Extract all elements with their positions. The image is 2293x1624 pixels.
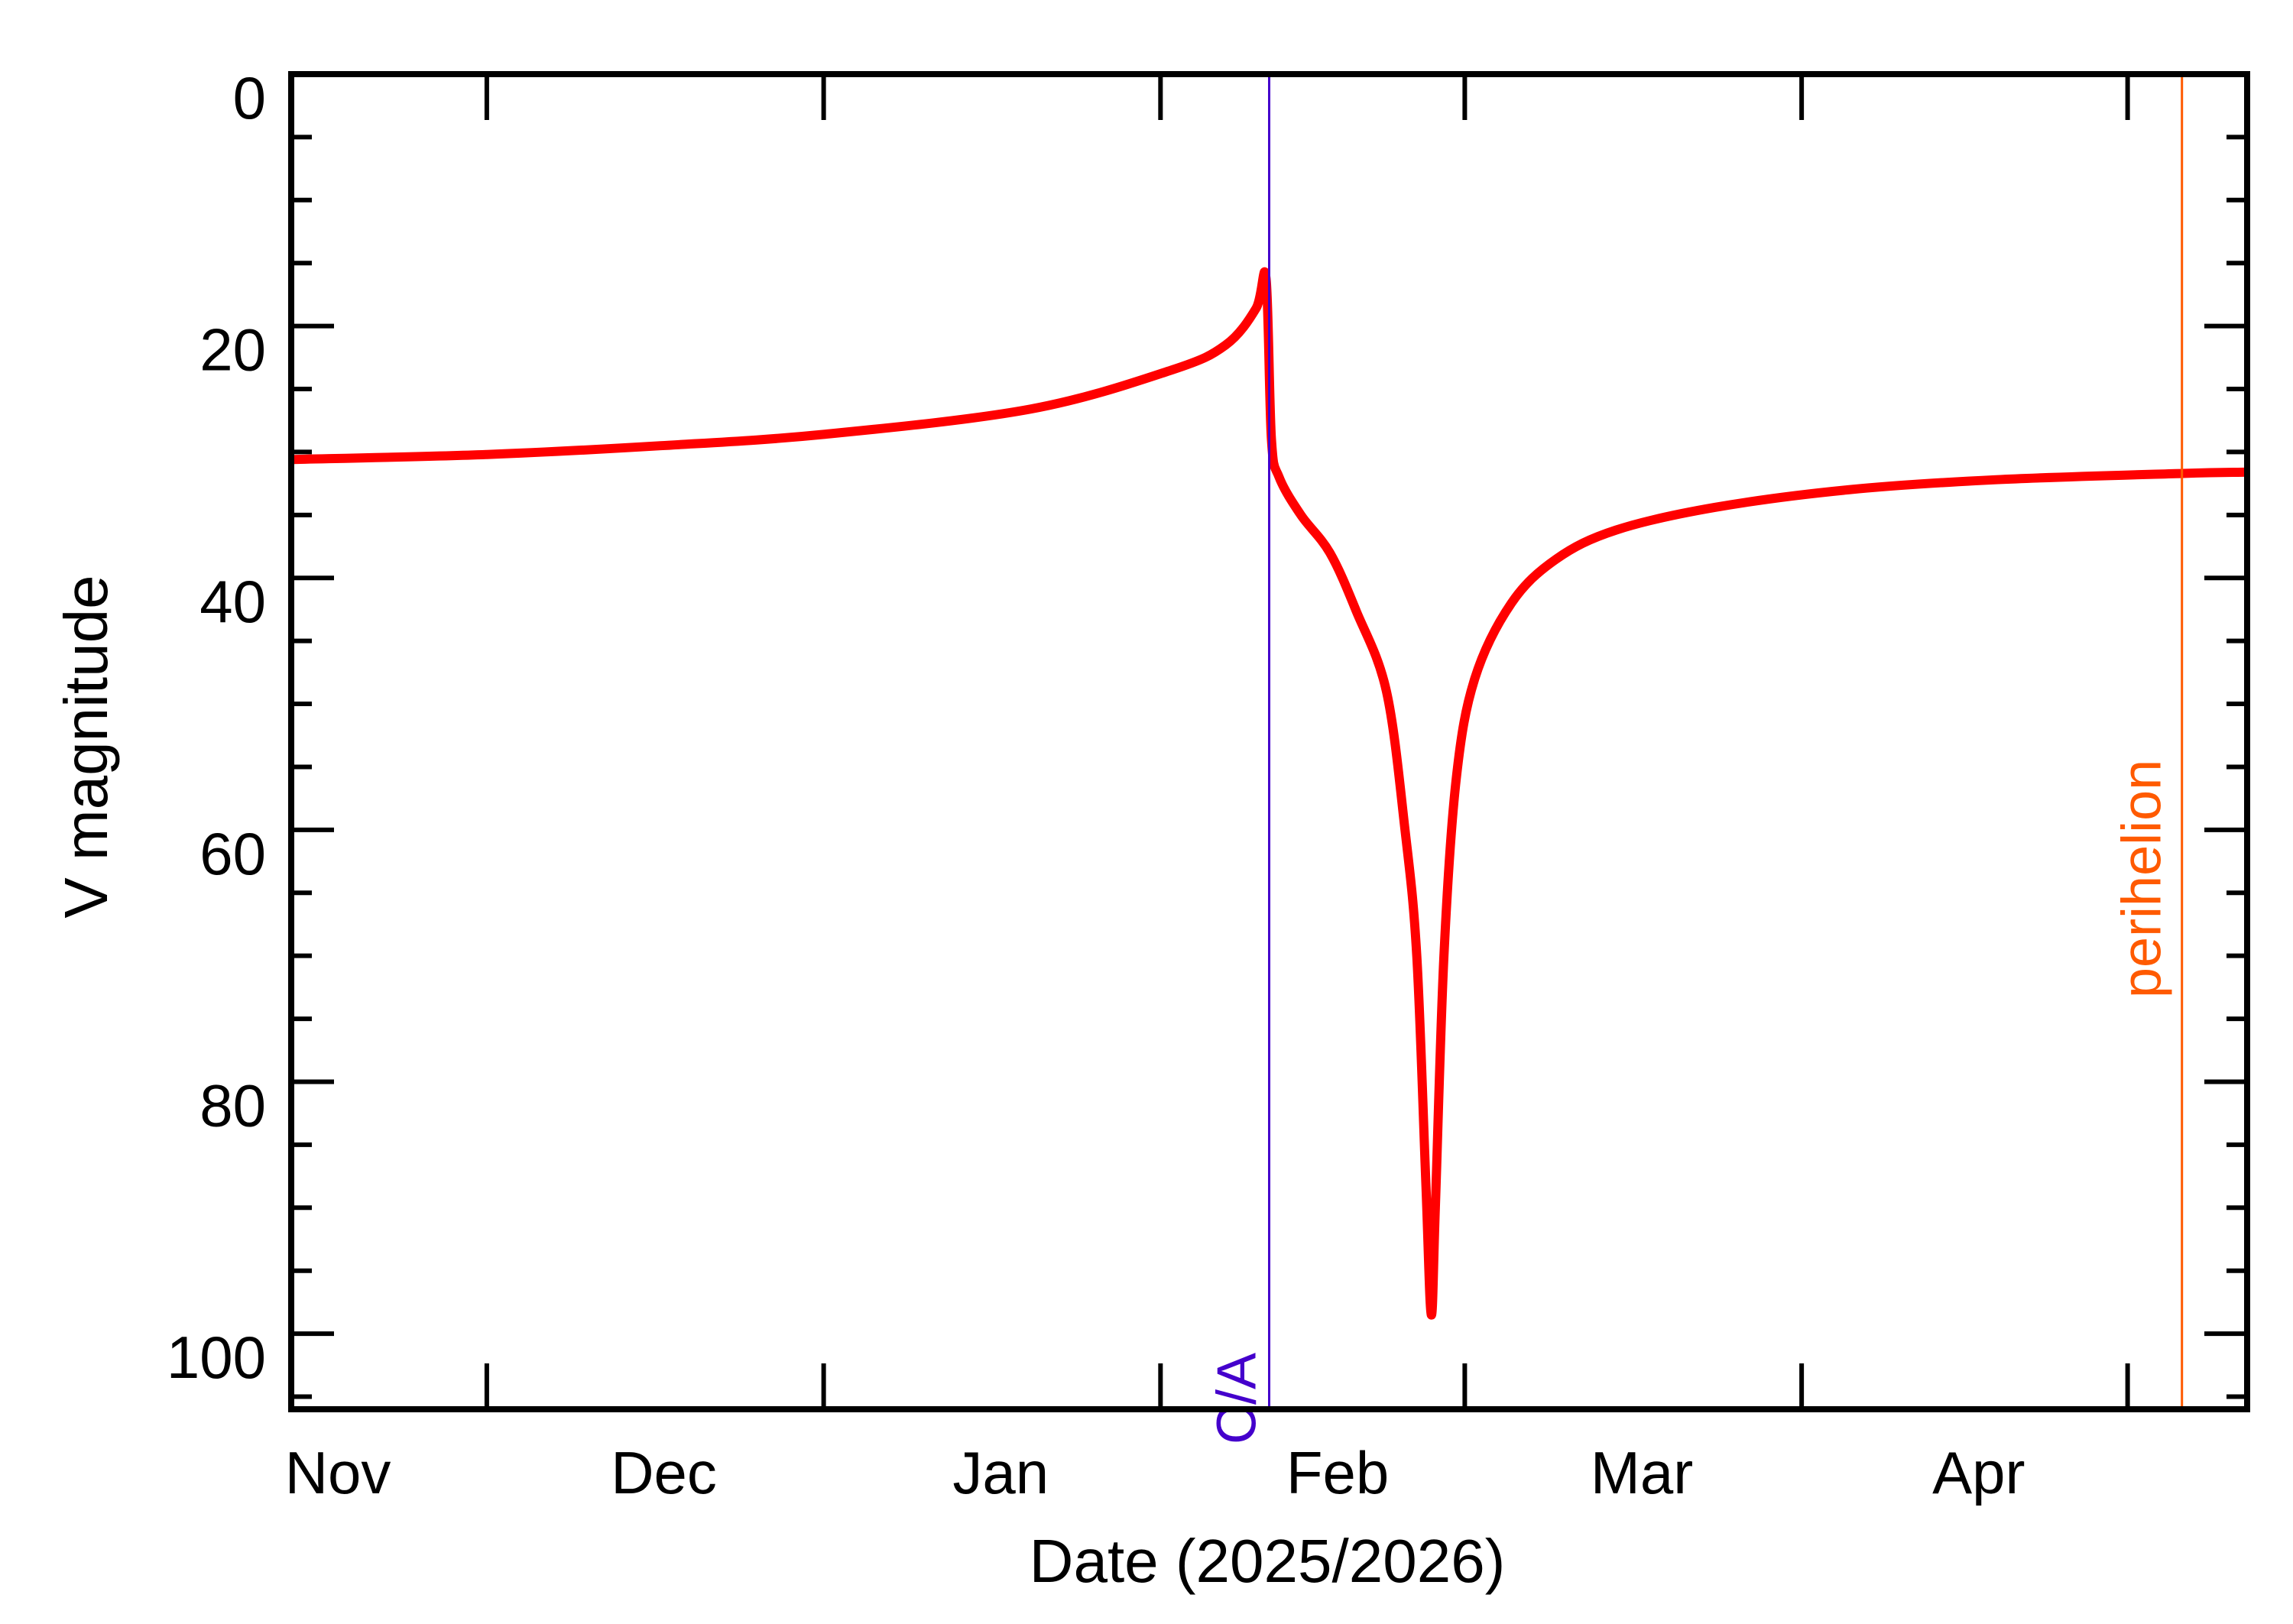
y-tick-label: 0 <box>233 64 266 131</box>
annotation-label-perihelion: perihelion <box>2112 760 2173 998</box>
x-tick-label: Feb <box>1286 1439 1389 1506</box>
series-line-v-magnitude <box>290 267 2248 1320</box>
y-tick-label: 40 <box>199 568 266 635</box>
x-tick-label: Nov <box>285 1439 391 1506</box>
annotations: C/A perihelion <box>1207 74 2184 1444</box>
x-tick-label: Jan <box>952 1439 1049 1506</box>
x-tick-label: Apr <box>1932 1439 2025 1506</box>
axis-ticks <box>291 72 2247 1409</box>
x-tick-label: Mar <box>1591 1439 1693 1506</box>
y-tick-label: 100 <box>167 1324 266 1391</box>
y-axis-label: V magnitude <box>52 575 120 918</box>
tick-labels: 0 20 40 60 80 100 Nov Dec Jan Feb Mar Apr <box>167 64 2025 1506</box>
y-tick-label: 60 <box>199 820 266 887</box>
x-tick-label: Dec <box>611 1439 717 1506</box>
annotation-label-ca: C/A <box>1207 1353 1268 1444</box>
x-axis-label: Date (2025/2026) <box>1030 1527 1506 1595</box>
plot-frame <box>288 71 2250 1412</box>
y-tick-label: 80 <box>199 1071 266 1139</box>
chart-marks <box>290 267 2248 1320</box>
y-tick-label: 20 <box>199 316 266 384</box>
